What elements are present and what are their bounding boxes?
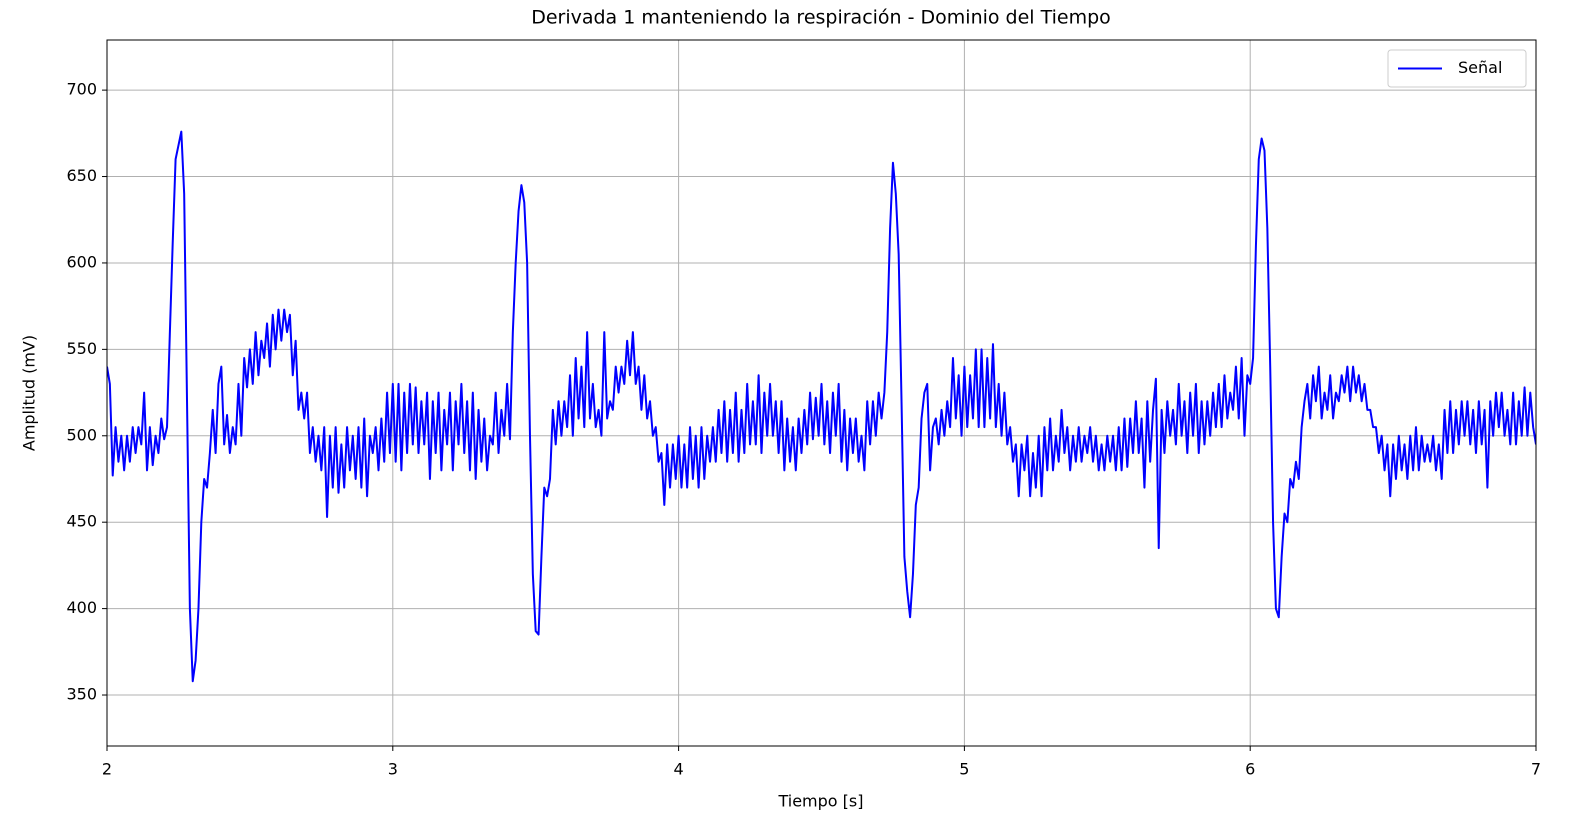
- y-tick-label: 350: [66, 685, 97, 704]
- plot-frame: [106, 39, 1537, 747]
- x-tick-label: 7: [1531, 760, 1541, 779]
- y-tick-label: 700: [66, 80, 97, 99]
- x-tick-label: 6: [1245, 760, 1255, 779]
- x-tick-label: 5: [959, 760, 969, 779]
- y-tick-label: 600: [66, 252, 97, 271]
- y-tick-label: 450: [66, 512, 97, 531]
- signal-line: [107, 130, 1536, 683]
- x-tick-label: 3: [388, 760, 398, 779]
- y-axis-label: Amplitud (mV): [20, 335, 39, 451]
- y-tick-label: 400: [66, 598, 97, 617]
- y-tick-label: 650: [66, 166, 97, 185]
- y-tick-label: 550: [66, 339, 97, 358]
- legend-box: [1387, 49, 1527, 88]
- x-tick-label: 2: [102, 760, 112, 779]
- x-tick-label: 4: [674, 760, 684, 779]
- chart-title: Derivada 1 manteniendo la respiración - …: [531, 7, 1111, 29]
- legend-label: Señal: [1458, 58, 1502, 77]
- y-tick-label: 500: [66, 425, 97, 444]
- x-axis-label: Tiempo [s]: [777, 792, 863, 811]
